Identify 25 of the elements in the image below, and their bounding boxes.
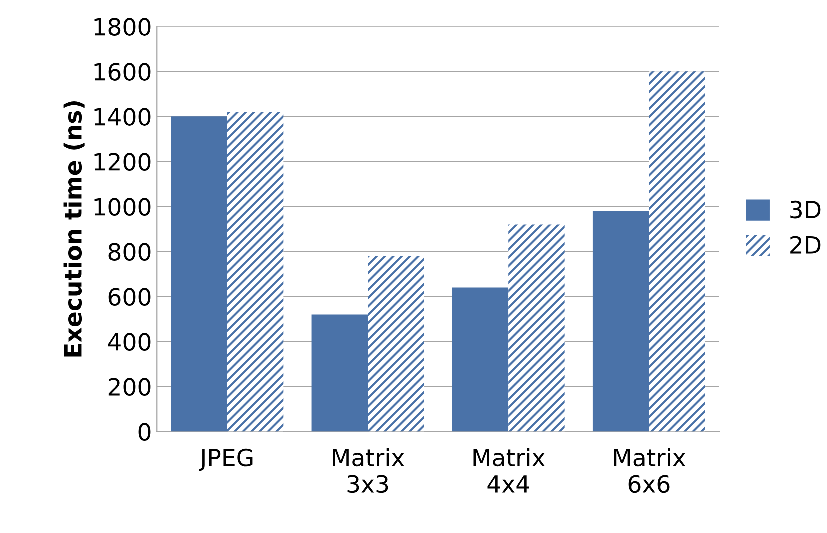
y-tick-label: 1400 bbox=[94, 108, 151, 126]
bar bbox=[171, 116, 228, 432]
y-tick-label: 1600 bbox=[94, 63, 151, 81]
legend-label: 2D bbox=[790, 236, 821, 254]
y-tick-label: 1800 bbox=[94, 18, 151, 36]
y-tick-label: 0 bbox=[138, 423, 151, 442]
y-tick-label: 1000 bbox=[94, 198, 151, 216]
y-tick-label: 400 bbox=[108, 333, 151, 352]
x-tick-label: Matrix 4x4 bbox=[474, 448, 545, 493]
bar bbox=[592, 211, 650, 432]
y-tick-label: 800 bbox=[108, 243, 151, 261]
y-tick-label: 1200 bbox=[94, 153, 151, 171]
y-axis-title: Execution time (ns) bbox=[64, 101, 85, 357]
y-tick-label: 600 bbox=[108, 288, 151, 306]
legend-label: 3D bbox=[790, 200, 821, 219]
bar bbox=[368, 256, 424, 432]
x-tick-label: Matrix 3x3 bbox=[333, 448, 404, 494]
bar bbox=[312, 314, 368, 432]
x-tick-label: Matrix 6x6 bbox=[614, 448, 686, 494]
bar bbox=[508, 224, 565, 432]
x-tick-label: JPEG bbox=[198, 448, 253, 472]
y-tick-label: 200 bbox=[108, 378, 151, 396]
bar bbox=[452, 288, 509, 432]
bar bbox=[649, 72, 706, 432]
bar bbox=[227, 112, 284, 432]
